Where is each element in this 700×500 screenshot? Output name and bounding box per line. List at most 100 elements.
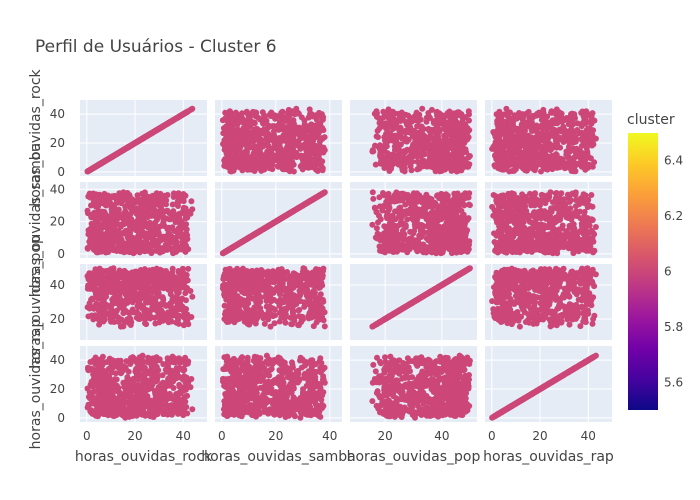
data-point xyxy=(257,227,264,234)
data-point xyxy=(420,230,427,237)
data-point xyxy=(285,142,292,149)
data-point xyxy=(564,148,571,155)
data-point xyxy=(369,221,376,228)
data-point xyxy=(161,233,167,240)
data-point xyxy=(418,159,425,166)
data-point xyxy=(455,139,462,146)
data-point xyxy=(401,245,408,252)
data-point xyxy=(257,150,264,156)
data-point xyxy=(172,235,179,241)
data-point xyxy=(458,166,465,173)
data-point xyxy=(286,168,293,175)
data-point xyxy=(99,240,106,247)
data-point xyxy=(155,230,162,237)
data-point xyxy=(413,239,420,246)
data-point xyxy=(147,131,154,137)
data-point xyxy=(185,108,192,115)
data-point xyxy=(262,159,269,166)
data-point xyxy=(493,151,500,158)
data-point xyxy=(570,168,577,175)
data-point xyxy=(582,142,589,149)
data-point xyxy=(448,245,455,252)
data-point xyxy=(251,231,257,238)
data-point xyxy=(125,245,132,252)
data-point xyxy=(571,113,578,120)
data-point xyxy=(399,135,406,142)
data-point xyxy=(558,114,565,121)
data-point xyxy=(443,208,450,215)
data-point xyxy=(463,131,470,138)
data-point xyxy=(278,113,285,120)
data-point xyxy=(227,131,234,137)
data-point xyxy=(438,119,445,126)
data-point xyxy=(140,232,147,239)
data-point xyxy=(450,199,457,206)
data-point xyxy=(100,200,107,207)
data-point xyxy=(380,108,387,115)
data-point xyxy=(235,159,242,166)
data-point xyxy=(385,191,392,197)
data-point xyxy=(528,136,534,143)
data-point xyxy=(102,213,109,220)
data-point xyxy=(434,138,441,145)
data-point xyxy=(320,114,327,121)
data-point xyxy=(534,125,541,131)
data-point xyxy=(270,219,277,226)
data-point xyxy=(382,203,389,210)
data-point xyxy=(299,166,306,173)
data-point xyxy=(114,215,120,222)
data-point xyxy=(225,163,232,170)
data-point xyxy=(583,119,590,126)
data-point xyxy=(286,119,293,126)
data-point xyxy=(275,126,282,133)
data-point xyxy=(269,166,276,173)
data-point xyxy=(373,209,380,216)
data-point xyxy=(507,147,514,154)
data-point xyxy=(175,203,181,209)
data-point xyxy=(393,189,400,196)
data-point xyxy=(418,224,425,231)
data-point xyxy=(498,144,505,151)
data-point xyxy=(182,205,189,212)
data-point xyxy=(184,214,191,221)
data-point xyxy=(224,114,231,121)
data-point xyxy=(293,206,300,213)
data-point xyxy=(443,158,450,165)
data-point xyxy=(415,206,422,213)
data-point xyxy=(92,246,99,253)
data-point xyxy=(515,145,522,151)
data-point xyxy=(444,164,450,170)
data-point xyxy=(178,112,185,119)
data-point xyxy=(590,137,597,144)
data-point xyxy=(377,236,383,242)
data-point xyxy=(274,138,280,145)
data-point xyxy=(421,209,428,216)
data-point xyxy=(465,108,472,115)
data-point xyxy=(92,163,99,170)
data-point xyxy=(238,111,245,118)
data-point xyxy=(448,131,455,137)
data-point xyxy=(410,230,417,237)
data-point xyxy=(381,148,388,155)
data-point xyxy=(495,134,502,141)
data-point xyxy=(373,133,380,140)
data-point xyxy=(546,119,553,126)
data-point xyxy=(390,194,397,201)
data-point xyxy=(531,167,538,174)
panel-horas_ouvidas_rock-vs-horas_ouvidas_rock xyxy=(80,100,207,176)
data-point xyxy=(226,108,233,115)
data-point xyxy=(376,125,383,132)
data-point xyxy=(179,239,186,246)
data-point xyxy=(449,208,456,214)
data-point xyxy=(589,163,596,170)
data-point xyxy=(566,132,573,139)
data-point xyxy=(383,125,389,132)
data-point xyxy=(578,123,585,130)
data-point xyxy=(87,225,94,232)
data-point xyxy=(124,144,131,151)
data-point xyxy=(277,150,284,157)
data-point xyxy=(281,157,288,164)
data-point xyxy=(111,238,118,245)
data-point xyxy=(406,235,413,242)
data-point xyxy=(465,163,472,170)
